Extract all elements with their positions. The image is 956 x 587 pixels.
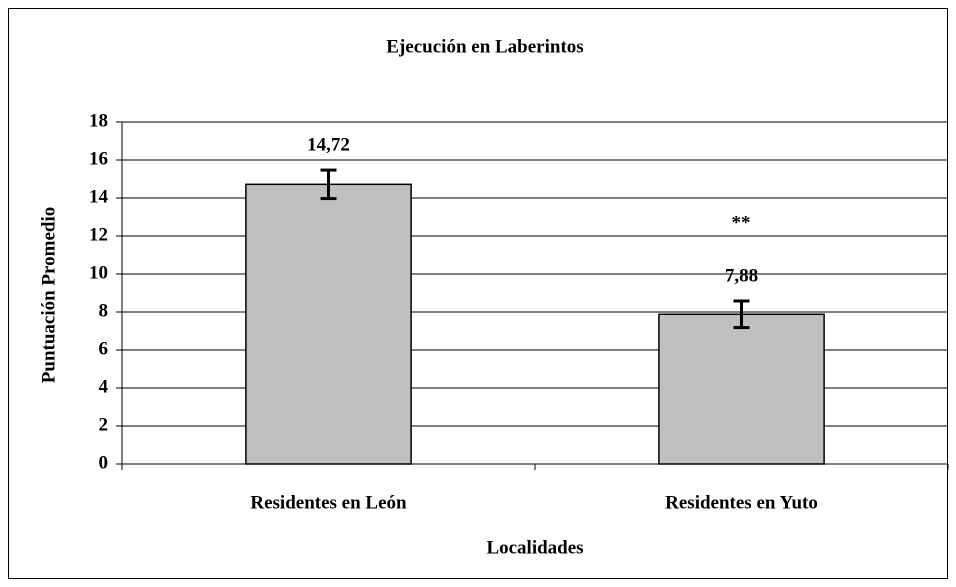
x-tick-label: Residentes en León: [250, 492, 407, 513]
y-tick-label: 2: [99, 414, 109, 435]
y-tick-label: 16: [89, 148, 108, 169]
y-tick-label: 0: [99, 452, 109, 473]
y-axis-label: Puntuación Promedio: [38, 207, 59, 383]
y-tick-label: 14: [89, 186, 109, 207]
bar: [245, 183, 412, 465]
bar: [658, 313, 825, 465]
y-tick-label: 8: [99, 300, 109, 321]
error-bar: [733, 299, 750, 330]
y-tick-label: 12: [89, 224, 108, 245]
y-tick-label: 6: [99, 338, 109, 359]
x-tick-label: Residentes en Yuto: [665, 492, 818, 513]
data-label: 7,88: [725, 265, 758, 286]
x-axis-label: Localidades: [486, 537, 583, 558]
y-tick-label: 18: [89, 110, 108, 131]
chart-title: Ejecución en Laberintos: [386, 36, 583, 57]
y-tick-label: 10: [89, 262, 108, 283]
data-label: 14,72: [307, 134, 350, 155]
annotation: **: [732, 212, 751, 233]
y-tick-label: 4: [99, 376, 109, 397]
chart-border: [8, 8, 948, 579]
error-bar: [320, 168, 337, 201]
